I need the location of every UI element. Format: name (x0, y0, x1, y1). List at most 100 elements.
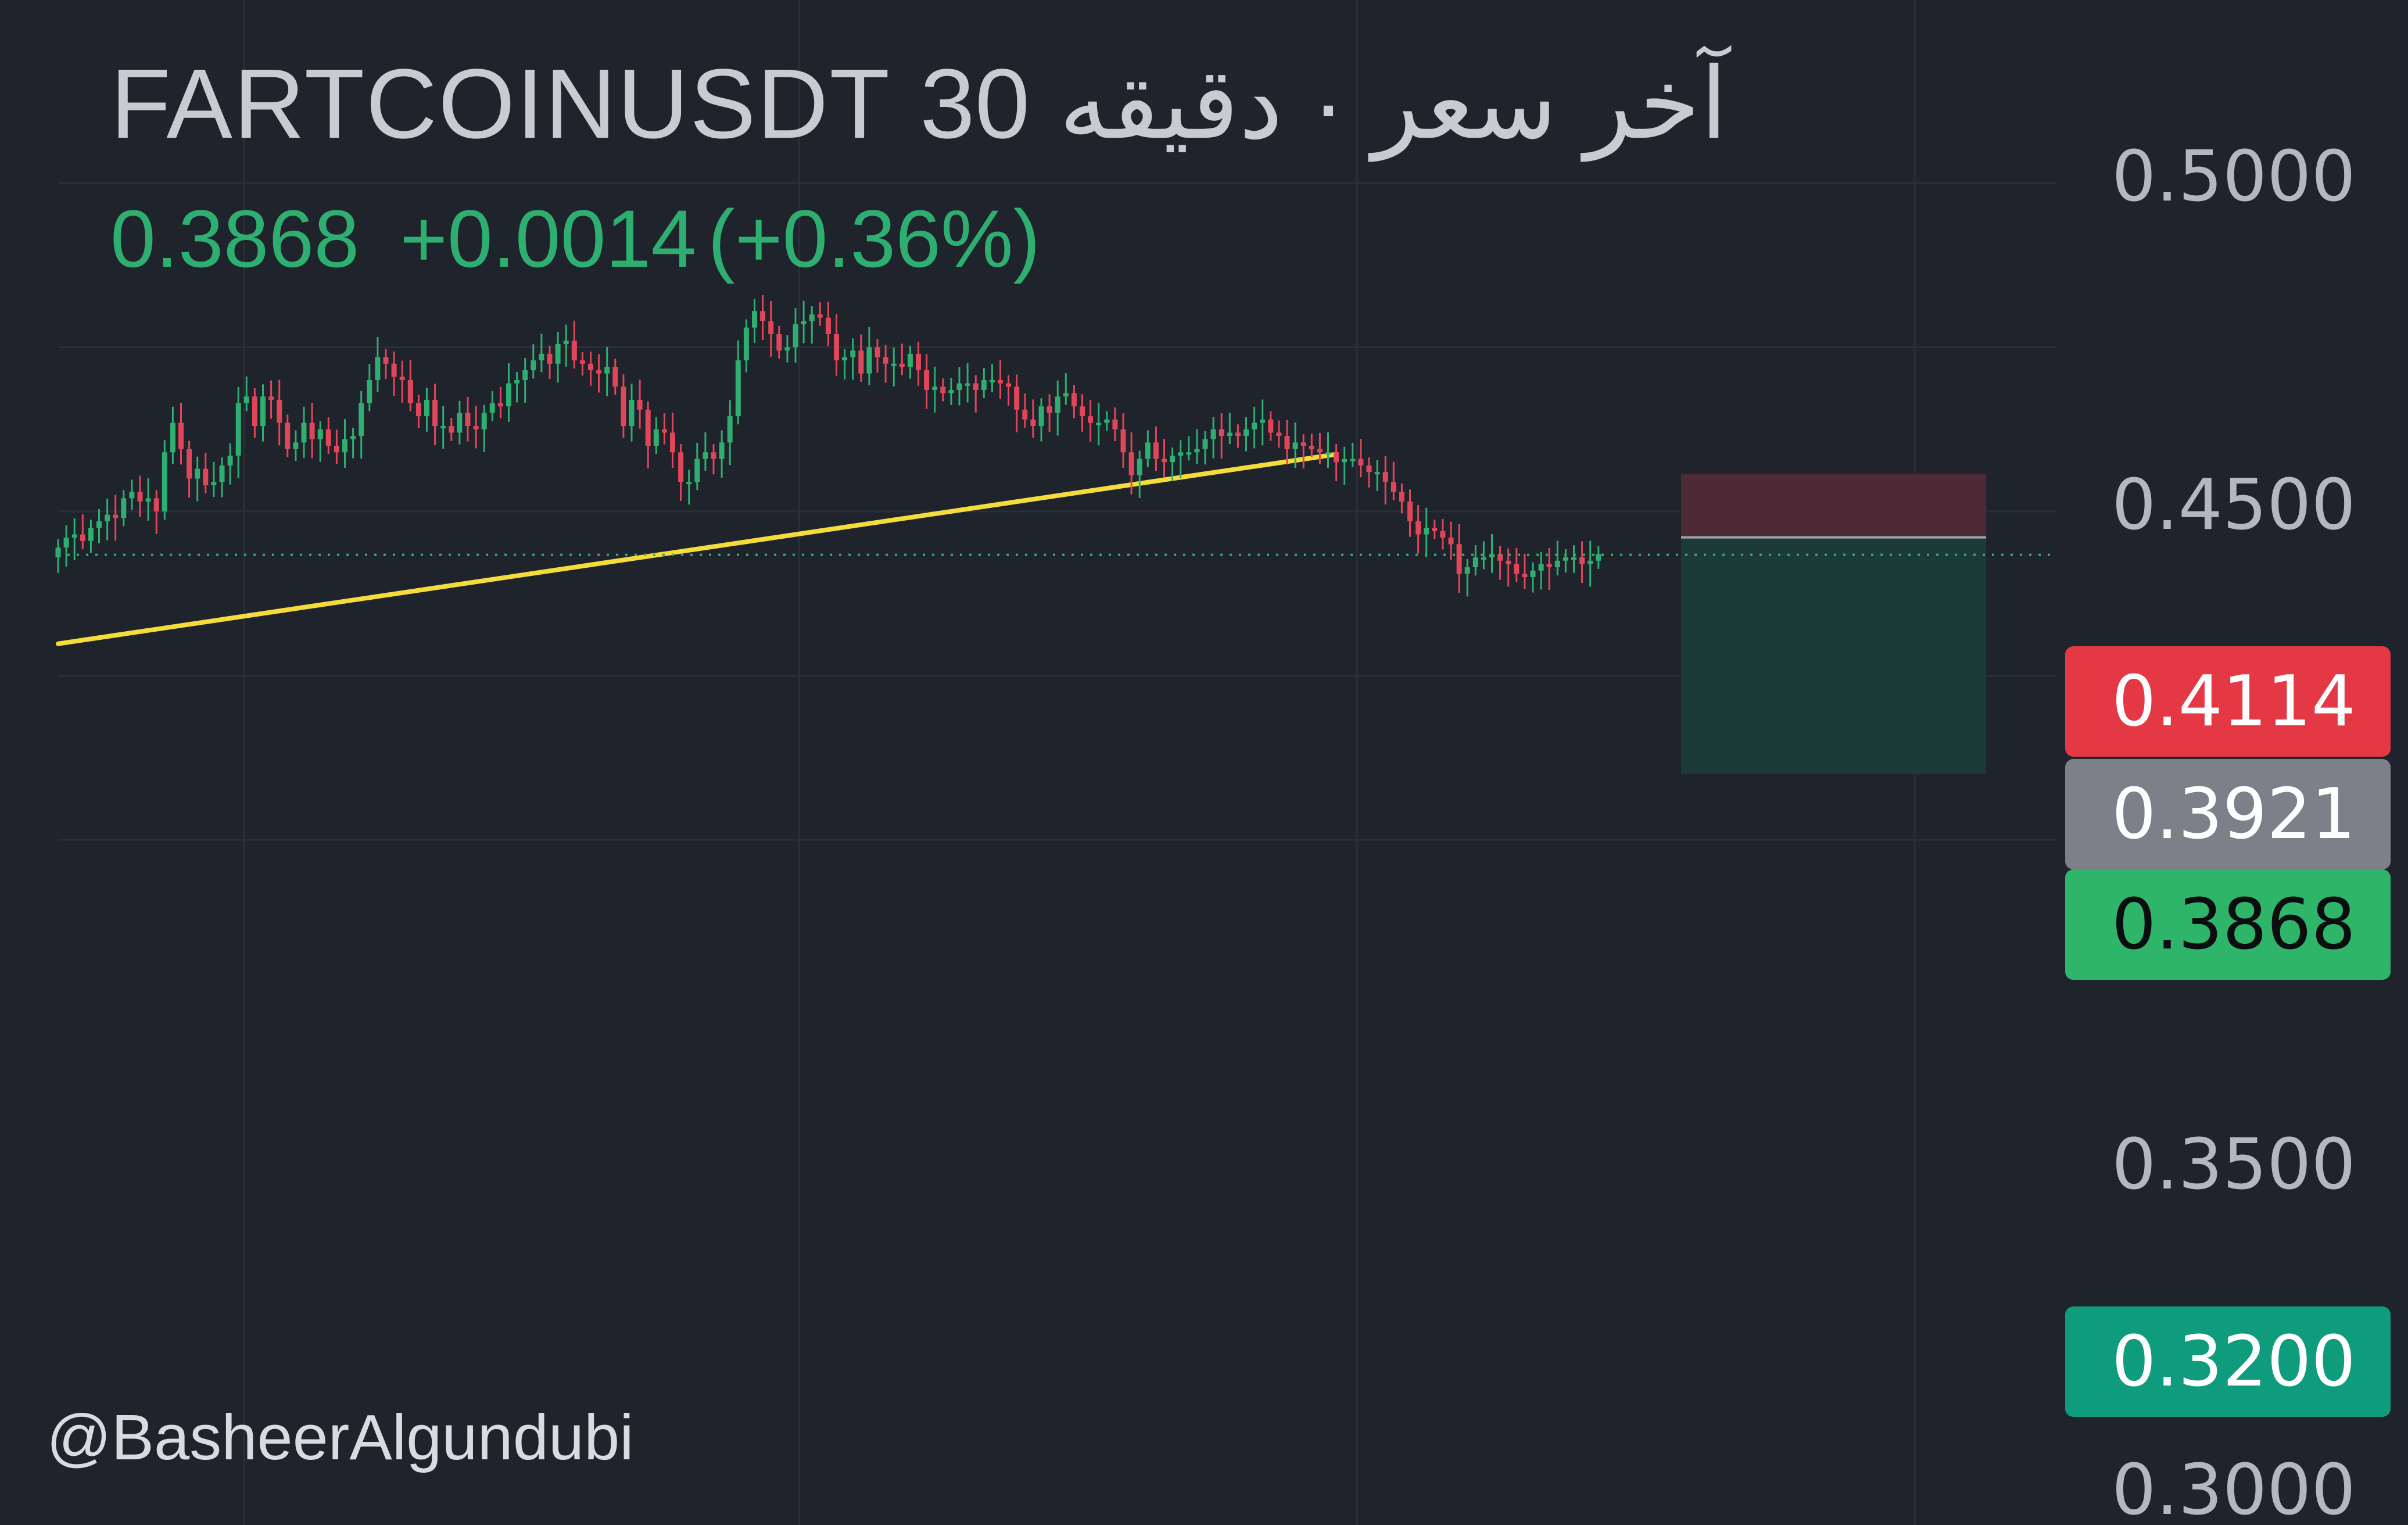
candle-body (1186, 452, 1192, 455)
candle-body (1407, 502, 1413, 521)
candle-body (1162, 459, 1167, 463)
candle-body (1546, 564, 1552, 568)
last-price: 0.3868 (110, 193, 360, 284)
y-tick-label: 0.3000 (2112, 1450, 2356, 1525)
candle-body (1006, 383, 1012, 387)
candle-body (1579, 557, 1585, 564)
candle-body (965, 383, 970, 386)
y-tick-label: 0.5000 (2112, 137, 2356, 217)
candle-body (866, 347, 872, 374)
last-price-tag: 0.3868 (2065, 869, 2391, 980)
candle-body (768, 321, 774, 334)
candle-body (350, 436, 356, 439)
candle-body (424, 399, 429, 417)
candle-body (105, 514, 110, 521)
candle-body (637, 399, 643, 410)
candle-body (850, 350, 856, 357)
candle-body (195, 468, 200, 479)
candle-body (973, 383, 979, 390)
candle-body (1416, 521, 1421, 535)
stop-loss-price-tag: 0.4114 (2065, 646, 2391, 757)
candle-body (899, 363, 905, 367)
candle-body (1260, 419, 1266, 423)
y-tick-label: 0.4500 (2112, 465, 2356, 546)
candle-body (1358, 459, 1364, 466)
interval-unit: دقيقه (1059, 49, 1283, 159)
candle-body (383, 357, 389, 364)
candle-body (1481, 557, 1486, 560)
candle-body (1514, 564, 1520, 574)
candle-body (776, 334, 782, 351)
candle-body (1088, 416, 1094, 423)
candle-body (88, 528, 94, 541)
candle-body (1063, 393, 1069, 397)
entry-price-tag: 0.3921 (2065, 759, 2391, 869)
candle-body (1235, 432, 1241, 436)
candle-body (1219, 429, 1224, 436)
candle-body (547, 353, 553, 364)
candle-body (981, 380, 987, 390)
candle-body (531, 360, 536, 371)
candle-body (342, 439, 347, 453)
candle-body (1464, 567, 1470, 574)
candle-body (407, 380, 413, 403)
candle-body (449, 426, 454, 433)
candle-body (563, 341, 569, 344)
candle-body (1038, 406, 1044, 427)
candle-body (1227, 432, 1232, 436)
candle-body (375, 357, 381, 380)
candle-body (1194, 449, 1200, 453)
candle-body (497, 403, 503, 407)
candle-body (153, 498, 159, 511)
candle-body (1202, 439, 1208, 449)
candle-body (162, 452, 167, 511)
candle-body (834, 334, 839, 361)
candle-body (506, 383, 511, 407)
candle-body (391, 363, 397, 377)
candle-body (1325, 452, 1331, 455)
candle-body (1472, 557, 1478, 568)
candle-body (555, 343, 561, 364)
take-profit-zone (1681, 537, 1986, 774)
candle-body (940, 386, 946, 393)
candle-body (825, 317, 831, 334)
candle-body (719, 442, 725, 459)
candle-body (1112, 419, 1118, 429)
candle-body (268, 396, 274, 400)
candle-body (1522, 574, 1528, 577)
candle-body (1317, 449, 1323, 453)
candle-body (170, 423, 175, 453)
candle-body (1120, 429, 1126, 453)
interval-value[interactable]: 30 (920, 49, 1030, 159)
candle-body (752, 311, 757, 328)
candle-body (907, 353, 913, 367)
position-zones (1681, 474, 1986, 774)
candle-body (612, 367, 618, 387)
candle-body (932, 386, 938, 390)
candle-body (670, 432, 675, 453)
candle-body (481, 413, 487, 429)
candle-body (301, 423, 307, 443)
candle-body (1104, 419, 1110, 423)
symbol-name[interactable]: FARTCOINUSDT (110, 49, 891, 159)
candle-body (489, 403, 495, 413)
candle-body (96, 521, 102, 528)
candle-body (1276, 432, 1282, 436)
candle-body (875, 347, 880, 357)
candle-body (1374, 472, 1380, 475)
candle-body (1137, 459, 1142, 475)
candle-body (1309, 446, 1314, 449)
candle-body (1300, 442, 1306, 446)
candle-body (129, 492, 135, 499)
candle-body (858, 350, 864, 374)
candle-body (539, 353, 544, 361)
candle-body (359, 403, 364, 436)
candle-body (473, 426, 479, 429)
candle-body (71, 534, 77, 538)
candle-body (252, 396, 257, 427)
candle-body (1342, 459, 1348, 463)
candle-body (1252, 423, 1257, 429)
candle-body (1210, 429, 1216, 439)
candle-body (1047, 406, 1052, 413)
